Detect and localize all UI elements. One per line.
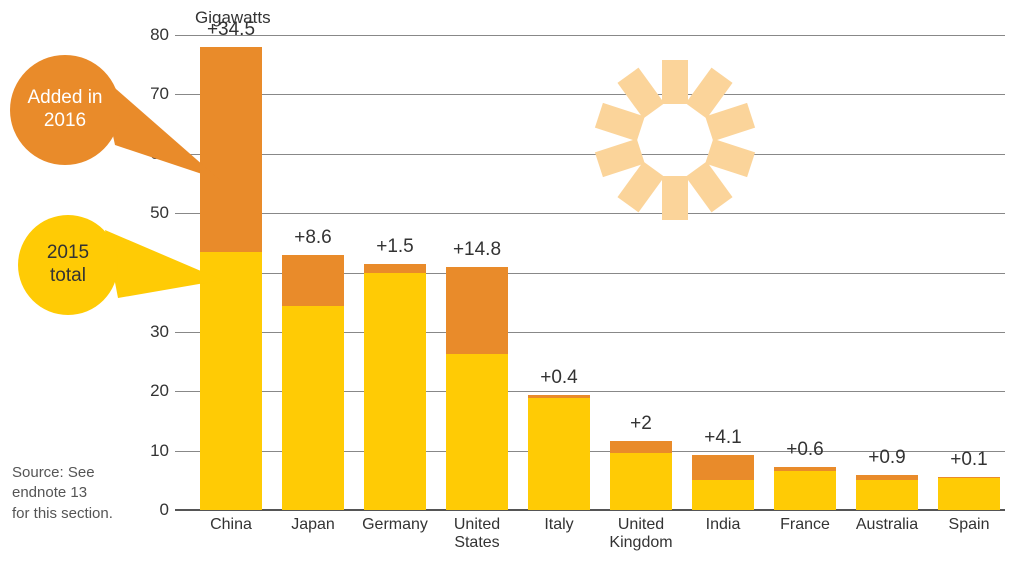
bar-2015-total xyxy=(692,480,754,510)
bar-2015-total xyxy=(774,471,836,510)
bar-group: +8.6 xyxy=(282,255,344,510)
bar-added-2016 xyxy=(446,267,508,355)
bar-value-label: +0.1 xyxy=(938,449,1000,471)
bar-2015-total xyxy=(856,480,918,510)
bar-2015-total xyxy=(200,252,262,510)
bar-value-label: +2 xyxy=(610,413,672,435)
bar-group: +4.1 xyxy=(692,455,754,510)
bar-value-label: +1.5 xyxy=(364,236,426,258)
bar-value-label: +0.6 xyxy=(774,439,836,461)
x-label: UnitedKingdom xyxy=(609,516,672,553)
bar-added-2016 xyxy=(692,455,754,479)
y-tick: 60 xyxy=(139,144,169,164)
bar-added-2016 xyxy=(364,264,426,273)
sun-ray-icon xyxy=(662,176,688,220)
callout-total: 2015total xyxy=(18,215,118,315)
source-note: Source: Seeendnote 13for this section. xyxy=(12,463,113,524)
bar-value-label: +8.6 xyxy=(282,227,344,249)
y-tick: 40 xyxy=(139,263,169,283)
bar-group: +0.6 xyxy=(774,467,836,510)
callout-added-text: Added in2016 xyxy=(27,87,102,133)
callout-total-text: 2015total xyxy=(47,242,89,288)
bar-added-2016 xyxy=(528,395,590,397)
bar-2015-total xyxy=(610,453,672,510)
bar-group: +0.4 xyxy=(528,395,590,510)
x-label: Spain xyxy=(949,516,990,534)
x-label: UnitedStates xyxy=(454,516,500,553)
x-label: Japan xyxy=(291,516,335,534)
bar-added-2016 xyxy=(200,47,262,252)
bar-group: +0.9 xyxy=(856,475,918,510)
y-tick: 80 xyxy=(139,25,169,45)
bar-2015-total xyxy=(446,354,508,510)
x-label: Italy xyxy=(544,516,573,534)
bar-group: +14.8 xyxy=(446,267,508,510)
bar-added-2016 xyxy=(938,477,1000,478)
bar-group: +34.5 xyxy=(200,47,262,510)
y-tick: 0 xyxy=(139,500,169,520)
y-tick: 10 xyxy=(139,441,169,461)
x-label: Australia xyxy=(856,516,918,534)
bar-value-label: +14.8 xyxy=(446,239,508,261)
bar-added-2016 xyxy=(282,255,344,306)
x-label: China xyxy=(210,516,252,534)
sun-ray-icon xyxy=(662,60,688,104)
x-label: India xyxy=(706,516,741,534)
bar-2015-total xyxy=(364,273,426,511)
bar-added-2016 xyxy=(610,441,672,453)
bar-added-2016 xyxy=(774,467,836,471)
bar-2015-total xyxy=(282,306,344,510)
bar-2015-total xyxy=(938,478,1000,510)
x-label: France xyxy=(780,516,830,534)
bar-2015-total xyxy=(528,398,590,510)
bar-group: +0.1 xyxy=(938,477,1000,510)
bar-value-label: +0.4 xyxy=(528,367,590,389)
bar-added-2016 xyxy=(856,475,918,480)
bar-group: +2 xyxy=(610,441,672,510)
y-tick: 20 xyxy=(139,381,169,401)
bar-value-label: +0.9 xyxy=(856,447,918,469)
bar-value-label: +34.5 xyxy=(200,19,262,41)
bar-value-label: +4.1 xyxy=(692,427,754,449)
sun-icon xyxy=(595,60,755,220)
y-tick: 70 xyxy=(139,84,169,104)
callout-added: Added in2016 xyxy=(10,55,120,165)
x-label: Germany xyxy=(362,516,428,534)
bar-group: +1.5 xyxy=(364,264,426,510)
y-tick: 50 xyxy=(139,203,169,223)
y-tick: 30 xyxy=(139,322,169,342)
